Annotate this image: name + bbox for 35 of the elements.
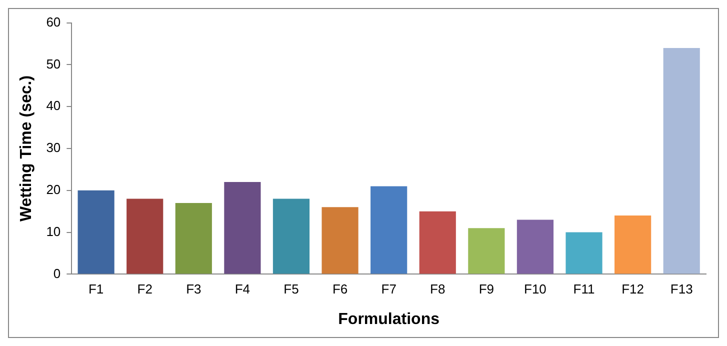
x-tick-label: F12	[622, 282, 644, 297]
x-tick-label: F8	[430, 282, 446, 297]
x-tick-label: F4	[234, 282, 250, 297]
bar	[126, 198, 164, 274]
y-axis-title: Wetting Time (sec.)	[18, 75, 36, 222]
y-tick-label: 30	[46, 140, 61, 156]
bar	[419, 211, 456, 274]
x-tick-label: F10	[524, 282, 546, 297]
bar	[322, 207, 358, 274]
bar	[78, 190, 114, 274]
bar	[516, 220, 554, 274]
x-tick-label: F13	[670, 282, 693, 297]
bar	[224, 182, 261, 274]
y-tick-label: 10	[46, 224, 61, 239]
x-tick-label: F11	[573, 282, 595, 297]
x-tick-label: F7	[381, 282, 396, 297]
y-tick-label: 40	[46, 98, 61, 114]
x-tick-label: F9	[478, 282, 494, 297]
x-axis-title: Formulations	[338, 310, 440, 328]
x-tick-label: F2	[137, 282, 152, 297]
x-tick-label: F5	[284, 282, 299, 297]
bar	[272, 198, 310, 274]
y-tick-label: 50	[46, 56, 61, 72]
bar	[663, 48, 700, 274]
bar	[566, 232, 602, 274]
bar	[175, 202, 212, 274]
bar	[614, 216, 652, 274]
y-tick-label: 60	[46, 14, 61, 30]
bar	[468, 228, 505, 274]
y-tick-label: 0	[53, 266, 61, 281]
y-tick-label: 20	[46, 182, 61, 197]
bar	[370, 186, 408, 274]
x-tick-label: F3	[186, 282, 202, 297]
x-tick-label: F1	[88, 282, 104, 297]
x-tick-label: F6	[332, 282, 348, 297]
